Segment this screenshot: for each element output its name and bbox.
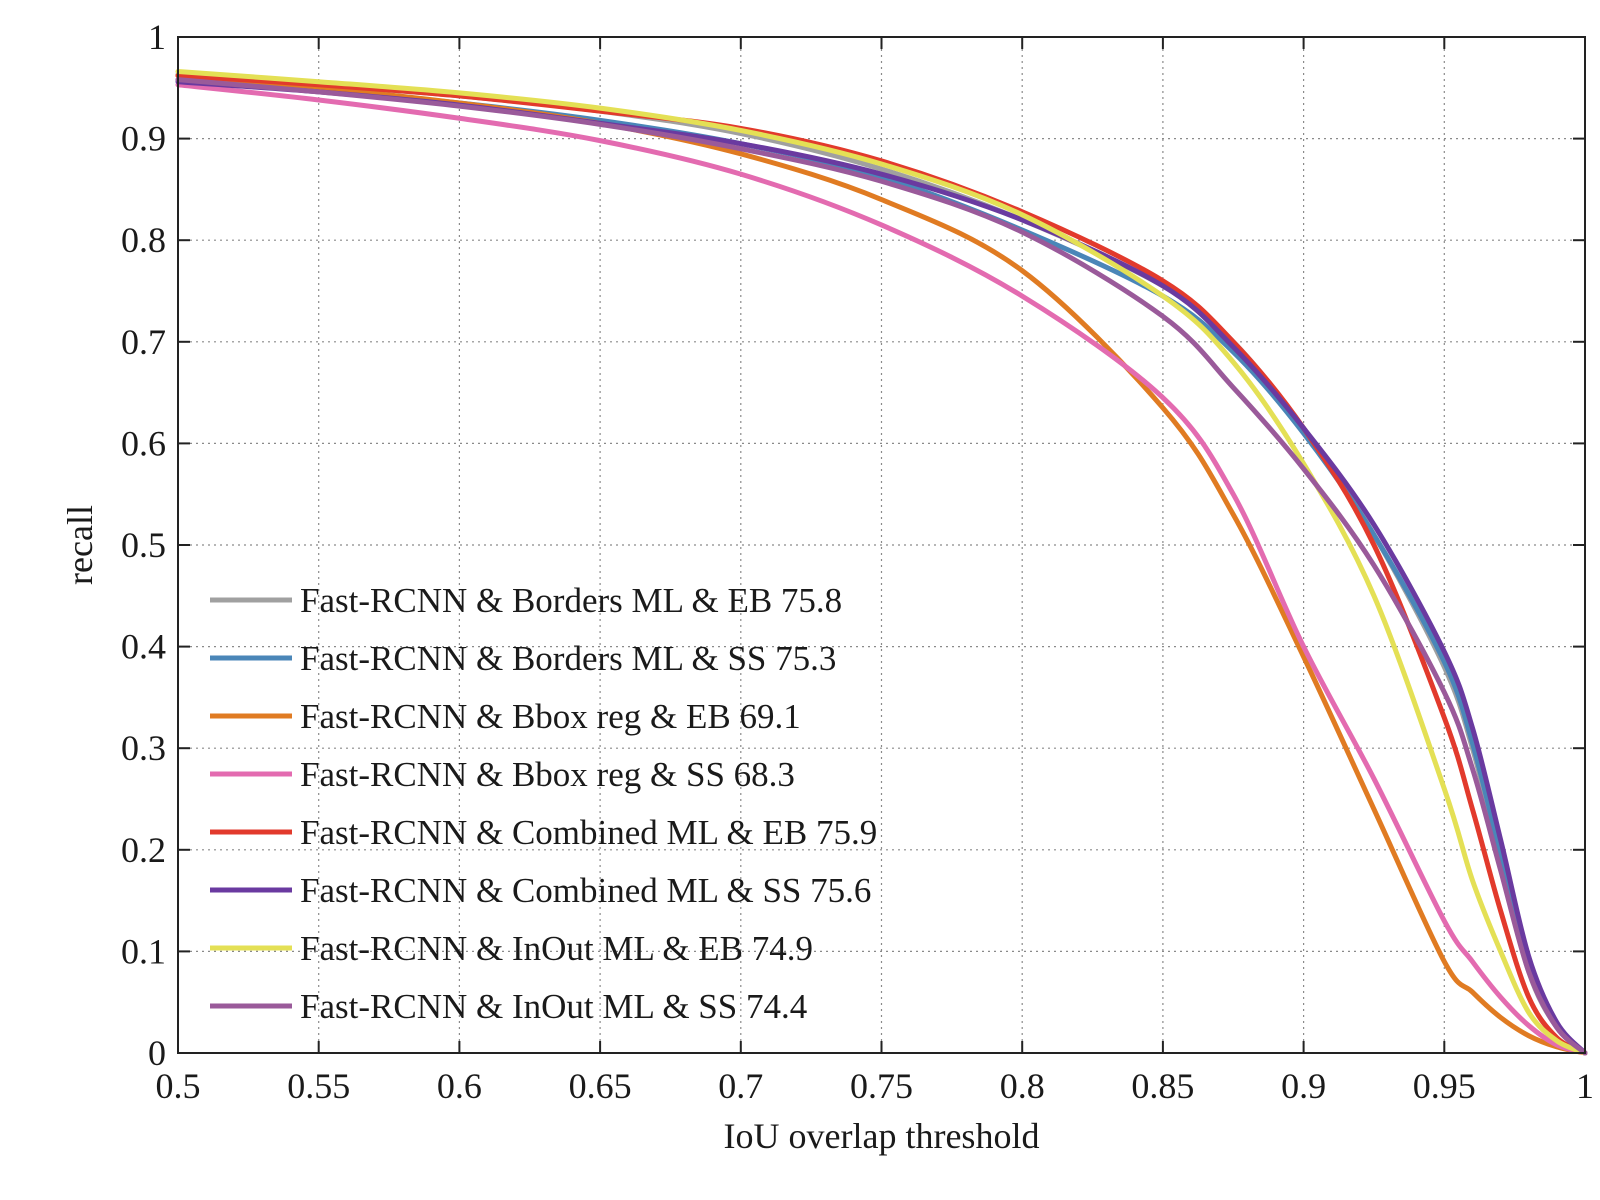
x-tick-label: 0.8 (1000, 1066, 1045, 1106)
legend-label-fast-rcnn-combined-ml-eb-75-9: Fast-RCNN & Combined ML & EB 75.9 (300, 813, 877, 852)
x-axis-title: IoU overlap threshold (724, 1116, 1040, 1156)
x-tick-label: 0.7 (718, 1066, 763, 1106)
y-tick-label: 0.7 (121, 322, 166, 362)
y-tick-label: 0.9 (121, 119, 166, 159)
y-tick-label: 0.2 (121, 830, 166, 870)
series-line-fast-rcnn-inout-ml-eb-74-9 (175, 69, 1588, 1056)
series-line-fast-rcnn-bbox-reg-ss-68-3 (175, 82, 1588, 1056)
y-axis-title: recall (60, 505, 100, 585)
x-tick-label: 0.65 (569, 1066, 632, 1106)
y-tick-label: 0.6 (121, 423, 166, 463)
y-tick-label: 0.8 (121, 220, 166, 260)
y-tick-label: 0.1 (121, 931, 166, 971)
legend-label-fast-rcnn-combined-ml-ss-75-6: Fast-RCNN & Combined ML & SS 75.6 (300, 871, 871, 910)
x-tick-label: 0.55 (287, 1066, 350, 1106)
legend-label-fast-rcnn-inout-ml-ss-74-4: Fast-RCNN & InOut ML & SS 74.4 (300, 987, 807, 1026)
x-tick-label: 0.95 (1413, 1066, 1476, 1106)
legend-label-fast-rcnn-borders-ml-ss-75-3: Fast-RCNN & Borders ML & SS 75.3 (300, 639, 836, 678)
legend-label-fast-rcnn-bbox-reg-eb-69-1: Fast-RCNN & Bbox reg & EB 69.1 (300, 697, 801, 736)
legend-label-fast-rcnn-bbox-reg-ss-68-3: Fast-RCNN & Bbox reg & SS 68.3 (300, 755, 795, 794)
grid (178, 37, 1585, 1053)
y-tick-label: 1 (148, 17, 166, 57)
legend-label-fast-rcnn-borders-ml-eb-75-8: Fast-RCNN & Borders ML & EB 75.8 (300, 581, 842, 620)
x-axis-ticks: 0.5 0.55 0.6 0.65 0.7 0.75 0.8 0.85 0.9 0.95 1 (156, 37, 1594, 1106)
series-lines (175, 69, 1588, 1056)
y-tick-label: 0 (148, 1033, 166, 1073)
y-tick-label: 0.3 (121, 728, 166, 768)
x-tick-label: 0.75 (850, 1066, 913, 1106)
x-tick-label: 0.9 (1281, 1066, 1326, 1106)
legend: Fast-RCNN & Borders ML & EB 75.8 Fast-RCN… (210, 581, 877, 1026)
legend-label-fast-rcnn-inout-ml-eb-74-9: Fast-RCNN & InOut ML & EB 74.9 (300, 929, 813, 968)
series-line-fast-rcnn-combined-ml-eb-75-9 (175, 73, 1588, 1056)
x-tick-label: 0.5 (156, 1066, 201, 1106)
series-line-fast-rcnn-inout-ml-ss-74-4 (175, 77, 1588, 1056)
x-tick-label: 1 (1576, 1066, 1594, 1106)
y-tick-label: 0.5 (121, 525, 166, 565)
y-axis-ticks: 0 0.1 0.2 0.3 0.4 0.5 0.6 0.7 0.8 0.9 1 (121, 17, 1585, 1073)
y-tick-label: 0.4 (121, 627, 166, 667)
x-tick-label: 0.85 (1131, 1066, 1194, 1106)
x-tick-label: 0.6 (437, 1066, 482, 1106)
